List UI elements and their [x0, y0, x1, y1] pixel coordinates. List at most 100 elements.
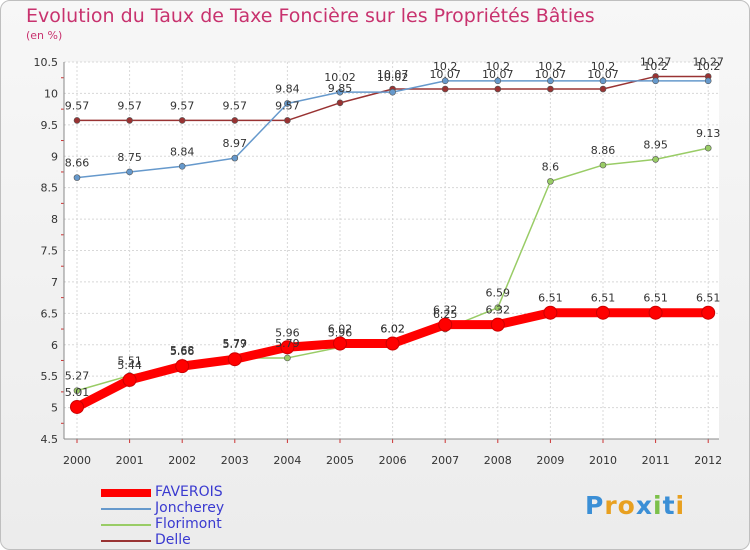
- chart-unit: (en %): [26, 29, 63, 42]
- data-point-delle: [178, 117, 186, 124]
- logo-letter: i: [675, 491, 686, 520]
- data-point-faverois: [543, 305, 558, 320]
- data-point-delle: [599, 85, 607, 93]
- legend-label-joncherey: Joncherey: [155, 500, 225, 516]
- y-tick-label: 5: [51, 402, 58, 415]
- legend: FAVEROIS Joncherey Florimont Delle: [101, 484, 301, 549]
- data-point-faverois: [648, 305, 663, 320]
- x-tick-label: 2003: [221, 454, 249, 467]
- data-point-faverois: [701, 305, 716, 320]
- legend-label-delle: Delle: [155, 532, 191, 548]
- data-point-delle: [441, 85, 449, 93]
- data-label-faverois: 5.01: [65, 386, 90, 399]
- data-label-faverois: 6.02: [328, 322, 353, 335]
- data-point-joncherey: [126, 168, 133, 176]
- data-point-joncherey: [336, 88, 344, 96]
- data-point-joncherey: [599, 77, 607, 85]
- data-label-delle: 9.85: [328, 82, 353, 95]
- data-point-faverois: [333, 336, 347, 351]
- legend-label-faverois: FAVEROIS: [155, 484, 223, 500]
- data-label-joncherey: 8.97: [223, 137, 248, 150]
- data-label-joncherey: 10.2: [591, 60, 616, 73]
- data-label-delle: 9.57: [275, 99, 300, 112]
- data-label-joncherey: 10.2: [696, 60, 721, 73]
- data-label-delle: 10.07: [429, 68, 461, 81]
- data-label-faverois: 6.32: [433, 304, 458, 317]
- data-label-joncherey: 8.66: [65, 157, 90, 170]
- data-label-florimont: 5.79: [223, 337, 248, 350]
- data-point-faverois: [227, 352, 242, 367]
- data-label-faverois: 6.32: [486, 304, 511, 317]
- data-point-faverois: [596, 305, 610, 320]
- y-tick-label: 7: [51, 276, 58, 289]
- logo-letter: o: [617, 491, 636, 520]
- data-point-joncherey: [73, 174, 81, 181]
- legend-item-delle: Delle: [101, 532, 301, 549]
- data-label-florimont: 8.86: [591, 144, 616, 157]
- data-point-florimont: [73, 387, 81, 394]
- logo-letter: P: [585, 491, 605, 520]
- data-point-faverois: [385, 336, 400, 351]
- data-label-florimont: 5.96: [328, 326, 353, 339]
- data-point-delle: [284, 117, 291, 124]
- data-label-delle: 10.07: [377, 68, 409, 81]
- data-point-faverois: [280, 340, 295, 355]
- data-point-faverois: [490, 317, 505, 332]
- data-point-delle: [126, 117, 133, 124]
- y-tick-label: 9.5: [41, 119, 59, 132]
- y-tick-label: 4.5: [41, 433, 59, 446]
- data-label-delle: 9.57: [117, 99, 142, 112]
- data-label-joncherey: 10.2: [538, 60, 563, 73]
- data-label-florimont: 5.79: [275, 337, 300, 350]
- chart-title: Evolution du Taux de Taxe Foncière sur l…: [26, 5, 595, 27]
- data-label-florimont: 5.68: [170, 344, 195, 357]
- data-label-florimont: 6.02: [380, 322, 405, 335]
- data-label-faverois: 6.51: [538, 292, 563, 305]
- logo-letter: i: [653, 491, 663, 520]
- data-point-florimont: [284, 354, 291, 362]
- logo-letter: t: [662, 491, 676, 520]
- data-label-florimont: 6.25: [433, 308, 458, 321]
- y-tick-label: 7.5: [41, 245, 59, 258]
- data-label-joncherey: 8.75: [117, 151, 142, 164]
- x-tick-label: 2004: [273, 454, 301, 467]
- legend-swatch-florimont: [101, 524, 151, 526]
- data-label-florimont: 9.13: [696, 127, 721, 140]
- legend-swatch-faverois: [101, 489, 151, 497]
- x-tick-label: 2006: [379, 454, 407, 467]
- y-tick-label: 6: [51, 339, 58, 352]
- data-point-joncherey: [178, 163, 186, 170]
- data-point-faverois: [175, 359, 190, 374]
- data-point-joncherey: [547, 77, 554, 85]
- y-tick-label: 8: [51, 213, 58, 226]
- x-tick-label: 2005: [326, 454, 354, 467]
- data-label-faverois: 5.77: [223, 338, 248, 351]
- data-label-delle: 9.57: [65, 99, 90, 112]
- data-point-joncherey: [389, 88, 396, 96]
- data-point-florimont: [599, 161, 607, 169]
- data-label-faverois: 5.66: [170, 345, 195, 358]
- data-point-faverois: [438, 317, 453, 332]
- data-label-joncherey: 10.02: [324, 71, 356, 84]
- data-point-joncherey: [284, 100, 291, 107]
- data-label-faverois: 5.44: [117, 359, 142, 372]
- data-label-joncherey: 9.84: [275, 82, 300, 95]
- y-tick-label: 9: [51, 150, 58, 163]
- data-point-faverois: [122, 372, 137, 387]
- data-point-delle: [336, 99, 344, 107]
- data-label-florimont: 8.95: [643, 138, 668, 151]
- data-point-joncherey: [441, 77, 449, 85]
- legend-item-florimont: Florimont: [101, 516, 301, 533]
- x-tick-label: 2009: [536, 454, 564, 467]
- data-label-faverois: 5.96: [275, 326, 300, 339]
- data-label-joncherey: 10.2: [486, 60, 511, 73]
- x-tick-label: 2011: [642, 454, 670, 467]
- y-tick-label: 8.5: [41, 182, 59, 195]
- data-point-delle: [231, 117, 239, 124]
- data-point-florimont: [704, 144, 712, 152]
- data-label-delle: 10.07: [587, 68, 619, 81]
- data-label-delle: 10.27: [692, 55, 724, 68]
- data-point-joncherey: [231, 154, 239, 162]
- x-tick-label: 2012: [694, 454, 722, 467]
